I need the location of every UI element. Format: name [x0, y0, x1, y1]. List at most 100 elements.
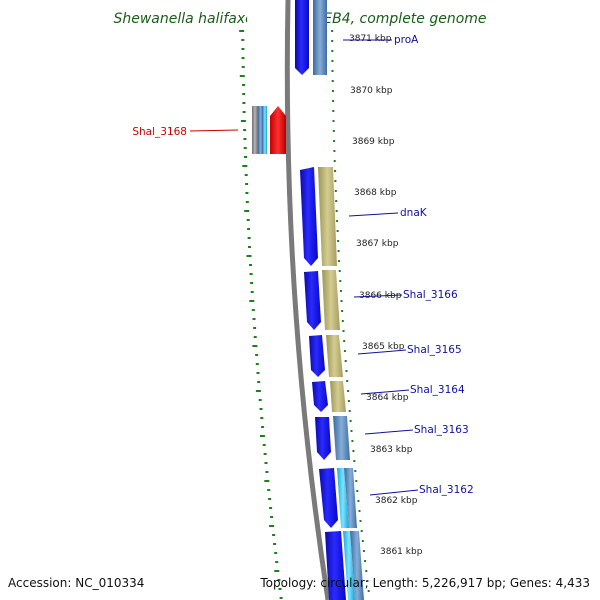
gc-skew-dash	[242, 165, 248, 167]
outer-track-dot	[331, 40, 334, 42]
leader-shal-3162	[369, 489, 419, 496]
outer-track-dot	[359, 520, 362, 522]
outer-track-dot	[332, 120, 335, 122]
outer-track-dot	[340, 300, 343, 302]
gene-arrow-shal-3164[interactable]	[312, 381, 328, 412]
outer-track-dot	[341, 310, 344, 312]
gc-skew-dash	[260, 417, 264, 419]
gc-skew-dash	[269, 525, 275, 527]
gc-skew-dash	[258, 399, 262, 401]
gene-label-shal-3162[interactable]: Shal_3162	[419, 484, 474, 496]
gene-label-proA[interactable]: proA	[394, 34, 419, 46]
cog-track	[313, 0, 364, 600]
gc-skew-dash	[244, 174, 248, 176]
outer-track-dot	[333, 140, 336, 142]
outer-track-dot	[343, 350, 346, 352]
gene-arrow-proA[interactable]	[295, 0, 309, 75]
cog-block-gray	[252, 106, 258, 154]
kbp-label-3869: 3869 kbp	[352, 137, 395, 147]
outer-track-dot	[332, 110, 335, 112]
gc-skew-dash	[253, 336, 257, 338]
kbp-label-3865: 3865 kbp	[362, 342, 405, 352]
gene-label-shal-3168[interactable]: Shal_3168	[132, 126, 187, 138]
outer-track-dot	[343, 340, 346, 342]
gc-skew-dash	[274, 552, 278, 554]
kbp-label-3871: 3871 kbp	[349, 34, 392, 44]
gc-skew-dash	[245, 201, 249, 203]
leader-dnaK	[348, 212, 399, 217]
gene-label-shal-3165[interactable]: Shal_3165	[407, 344, 462, 356]
gc-skew-track	[239, 30, 283, 599]
gc-skew-dash	[256, 372, 260, 374]
gene-arrow-shal-3166[interactable]	[304, 271, 321, 330]
gc-skew-dash	[242, 111, 246, 113]
outer-track-dot	[357, 500, 360, 502]
outer-track-dot	[341, 320, 344, 322]
outer-track-dot	[331, 80, 334, 82]
genome-backbone	[284, 0, 331, 600]
gene-label-shal-3163[interactable]: Shal_3163	[414, 424, 469, 436]
outer-track-dot	[334, 170, 337, 172]
gc-skew-dash	[253, 327, 257, 329]
gc-skew-dash	[252, 345, 258, 347]
cog-block-cyan	[263, 106, 267, 154]
leader-shal-3165	[357, 349, 407, 355]
gene-arrow-shal-3163[interactable]	[315, 417, 331, 460]
outer-track-dot	[338, 260, 341, 262]
gc-skew-dash	[242, 84, 245, 86]
outer-track-dot	[361, 540, 364, 542]
gc-skew-dash	[265, 471, 269, 473]
kbp-label-3870: 3870 kbp	[350, 86, 393, 96]
outer-track-dot	[331, 50, 334, 52]
gc-skew-dash	[245, 183, 249, 185]
gene-arrow-shal-3168[interactable]	[270, 106, 286, 154]
gc-skew-dash	[251, 309, 255, 311]
outer-track-dot	[339, 280, 342, 282]
gc-skew-dash	[241, 39, 245, 41]
gc-skew-dash	[270, 516, 274, 518]
outer-track-dot	[366, 580, 369, 582]
gc-skew-dash	[255, 390, 261, 392]
outer-track-dot	[333, 160, 336, 162]
gene-arrow-shal-3165[interactable]	[309, 335, 325, 377]
gene-arrow-dnaK[interactable]	[300, 167, 318, 266]
outer-track-dot	[335, 200, 338, 202]
gene-arrow-shal-3162[interactable]	[319, 468, 338, 528]
gc-skew-dash	[248, 246, 251, 248]
outer-track-dot	[342, 330, 345, 332]
gene-arrow-next[interactable]	[325, 531, 346, 600]
gc-skew-dash	[262, 444, 266, 446]
gc-skew-dash	[244, 210, 250, 212]
gene-label-dnaK[interactable]: dnaK	[400, 207, 428, 219]
topology-text: Topology: circular; Length: 5,226,917 bp…	[259, 576, 590, 590]
gc-skew-dash	[250, 291, 254, 293]
gc-skew-dash	[277, 579, 281, 581]
cog-block-shal-3162-a	[337, 468, 349, 528]
outer-track-dot	[337, 240, 340, 242]
gc-skew-dash	[255, 363, 259, 365]
outer-track-dot	[346, 380, 349, 382]
gene-label-shal-3164[interactable]: Shal_3164	[410, 384, 465, 396]
outer-track-dot	[347, 390, 350, 392]
gc-skew-dash	[247, 228, 251, 230]
gc-skew-dash	[268, 498, 272, 500]
gc-skew-dash	[255, 354, 259, 356]
outer-track-dot	[337, 250, 340, 252]
cog-block-steel	[258, 106, 263, 154]
gc-skew-dash	[239, 30, 245, 32]
gene-shal-3168-group[interactable]	[252, 106, 286, 154]
gc-skew-dash	[278, 588, 282, 590]
gene-label-shal-3166[interactable]: Shal_3166	[403, 289, 458, 301]
outer-track-dot	[348, 410, 351, 412]
gc-skew-dash	[261, 426, 265, 428]
outer-track-dot	[336, 230, 339, 232]
gc-skew-dash	[259, 408, 263, 410]
gc-skew-dash	[240, 120, 246, 122]
gc-skew-dash	[274, 570, 280, 572]
outer-track-dot	[362, 550, 365, 552]
outer-track-dot	[336, 220, 339, 222]
accession-text: Accession: NC_010334	[8, 576, 144, 590]
gc-skew-dash	[242, 102, 246, 104]
